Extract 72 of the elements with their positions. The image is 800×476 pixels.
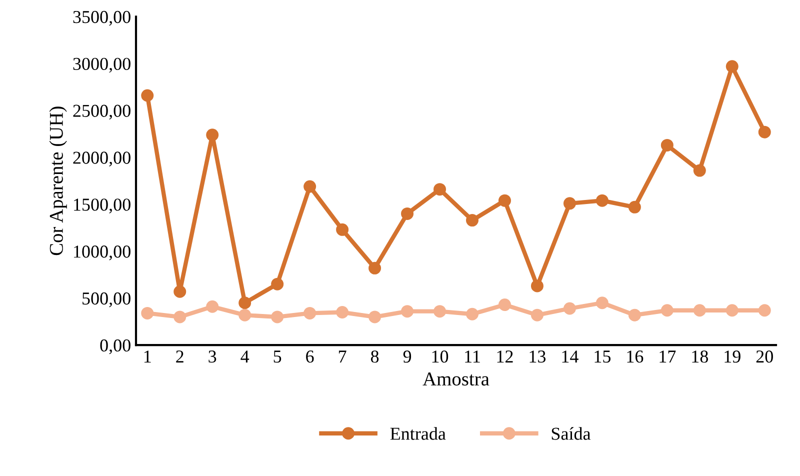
point: [336, 306, 349, 319]
point: [758, 126, 771, 138]
x-tick-label: 2: [176, 350, 184, 362]
y-tick-label: 0,00: [100, 339, 130, 354]
x-tick-label: 18: [692, 350, 708, 363]
point: [434, 183, 446, 196]
x-tick-label: 5: [274, 350, 282, 363]
point: [141, 89, 154, 102]
point: [368, 262, 382, 274]
x-tick-label: 15: [594, 350, 611, 363]
point: [401, 305, 414, 318]
point: [271, 310, 284, 324]
point: [530, 308, 544, 322]
y-axis-title: Cor Aparente (UH): [49, 106, 67, 256]
point: [498, 194, 511, 207]
point: [271, 278, 284, 290]
legend-label: Saída: [552, 427, 591, 440]
point: [336, 223, 349, 236]
point: [206, 300, 219, 313]
x-tick-label: 20: [756, 350, 773, 363]
x-tick-label: 17: [660, 350, 676, 362]
x-tick-label: 7: [338, 350, 346, 362]
x-tick-label: 9: [403, 350, 412, 363]
x-tick-label: 12: [497, 350, 513, 362]
point: [174, 310, 186, 324]
y-tick-label: 1000,00: [74, 246, 130, 260]
x-axis-title: Amostra: [422, 372, 490, 386]
point: [174, 285, 186, 298]
y-tick-label: 1500,00: [74, 198, 130, 214]
point: [466, 308, 478, 320]
y-tick-label: 2500,00: [73, 104, 130, 120]
point: [596, 194, 608, 207]
x-tick-label: 1: [144, 350, 151, 362]
x-tick-label: 11: [465, 350, 480, 362]
point: [530, 280, 544, 292]
point: [628, 200, 641, 214]
point: [693, 304, 706, 317]
x-tick-label: 3: [208, 350, 216, 363]
point: [238, 308, 252, 322]
point: [758, 304, 771, 317]
point: [141, 306, 154, 320]
x-tick-label: 4: [240, 350, 250, 362]
point: [434, 305, 446, 318]
x-tick-label: 10: [432, 350, 448, 363]
point: [726, 304, 738, 317]
point: [596, 296, 608, 310]
y-tick-label: 3000,00: [73, 58, 130, 73]
y-tick-label: 3500,00: [73, 10, 130, 26]
x-tick-label: 16: [627, 350, 644, 363]
y-tick-label: 500,00: [82, 292, 130, 308]
point: [304, 306, 316, 320]
point: [466, 214, 478, 227]
x-tick-label: 14: [562, 350, 578, 362]
x-tick-label: 6: [306, 350, 314, 363]
point: [304, 180, 316, 193]
x-tick-label: 13: [530, 350, 546, 363]
point: [401, 207, 414, 220]
x-tick-label: 8: [370, 350, 379, 363]
y-tick-label: 2000,00: [73, 152, 130, 166]
point: [726, 60, 738, 73]
point: [206, 128, 219, 142]
legend-label: Entrada: [390, 427, 446, 440]
point: [628, 308, 641, 322]
point: [693, 164, 706, 177]
point: [498, 298, 511, 311]
point: [563, 197, 576, 210]
point: [238, 296, 252, 310]
point: [563, 302, 576, 315]
point: [660, 304, 674, 317]
x-tick-label: 19: [724, 350, 740, 363]
point: [368, 310, 382, 324]
point: [660, 138, 674, 152]
